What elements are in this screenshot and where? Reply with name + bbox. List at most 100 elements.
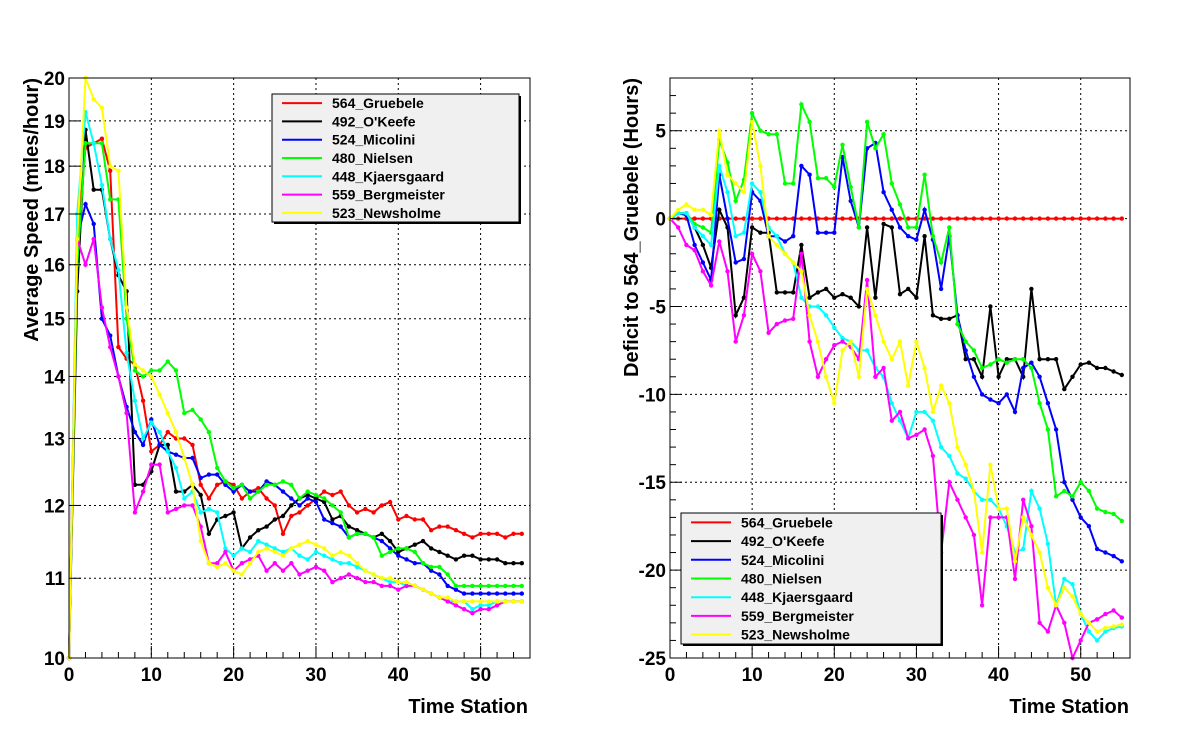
data-point [289, 546, 294, 551]
data-point [149, 420, 154, 425]
x-tick-label: 0 [64, 665, 75, 686]
data-point [289, 561, 294, 566]
data-point [906, 286, 911, 292]
data-point [807, 216, 812, 221]
data-point [749, 251, 755, 256]
data-point [330, 579, 335, 585]
data-point [988, 362, 993, 367]
data-point [215, 510, 220, 515]
data-point [511, 531, 516, 536]
data-point [108, 168, 113, 173]
data-point [132, 482, 138, 487]
data-point [979, 392, 985, 397]
data-point [938, 444, 944, 450]
data-point [1029, 286, 1034, 292]
data-point [149, 417, 154, 422]
data-point [906, 216, 911, 221]
data-point [190, 503, 195, 508]
data-point [322, 546, 327, 551]
data-point [848, 184, 853, 190]
data-point [1037, 550, 1042, 555]
data-point [511, 561, 516, 566]
series-559_Bergmeister [667, 216, 1125, 662]
data-point [404, 513, 409, 519]
data-point [519, 561, 524, 566]
data-point [897, 409, 903, 415]
data-point [840, 142, 845, 147]
data-point [182, 436, 187, 441]
data-point [264, 568, 269, 573]
x-tick-label: 50 [470, 665, 491, 686]
data-point [856, 374, 862, 379]
data-point [387, 576, 393, 581]
data-point [363, 579, 368, 585]
data-point [938, 383, 944, 388]
data-point [1103, 611, 1108, 617]
data-point [979, 550, 985, 555]
data-point [140, 374, 146, 379]
data-point [461, 591, 467, 596]
data-point [897, 216, 903, 221]
data-point [1062, 488, 1067, 494]
data-point [379, 538, 384, 544]
data-point [873, 216, 878, 221]
data-point [461, 599, 467, 604]
legend-label: 523_Newsholme [332, 205, 441, 221]
data-point [1111, 511, 1116, 517]
data-point [239, 546, 245, 551]
data-point [955, 444, 960, 450]
data-point [840, 339, 845, 344]
data-point [897, 202, 903, 207]
x-tick-label: 20 [223, 665, 244, 686]
data-point [823, 357, 829, 362]
data-point [264, 479, 269, 484]
data-point [108, 236, 113, 242]
data-point [692, 225, 697, 230]
data-point [996, 401, 1001, 406]
data-point [930, 234, 936, 239]
legend-label: 564_Gruebele [741, 514, 833, 530]
y-axis-title: Deficit to 564_Gruebele (Hours) [621, 78, 643, 377]
y-tick-label: -25 [639, 649, 667, 670]
data-point [305, 492, 310, 498]
data-point [815, 374, 821, 379]
data-point [1062, 216, 1067, 221]
data-point [914, 432, 919, 437]
data-point [864, 119, 870, 125]
data-point [889, 181, 894, 186]
data-point [354, 561, 360, 566]
data-point [725, 216, 730, 221]
data-point [815, 339, 821, 344]
data-point [848, 198, 853, 204]
data-point [297, 496, 302, 501]
data-point [338, 576, 343, 581]
data-point [1012, 576, 1018, 582]
data-point [379, 583, 384, 589]
data-point [519, 599, 524, 604]
data-point [758, 128, 763, 133]
data-point [1103, 509, 1108, 515]
data-point [864, 225, 870, 230]
data-point [354, 576, 360, 581]
data-point [1053, 603, 1059, 608]
data-point [215, 561, 220, 566]
data-point [346, 524, 352, 529]
data-point [165, 510, 170, 515]
data-point [1021, 365, 1026, 371]
series-line [669, 121, 1123, 633]
data-point [289, 482, 294, 487]
data-point [157, 392, 162, 397]
data-point [322, 553, 327, 558]
data-point [429, 564, 434, 570]
data-point [1029, 488, 1034, 494]
data-point [807, 313, 812, 318]
data-point [840, 216, 845, 221]
data-point [478, 599, 483, 604]
data-point [140, 398, 146, 403]
data-point [124, 350, 129, 356]
data-point [503, 535, 508, 540]
data-point [1086, 216, 1092, 221]
data-point [305, 557, 310, 562]
data-point [963, 515, 968, 520]
data-point [231, 486, 236, 491]
